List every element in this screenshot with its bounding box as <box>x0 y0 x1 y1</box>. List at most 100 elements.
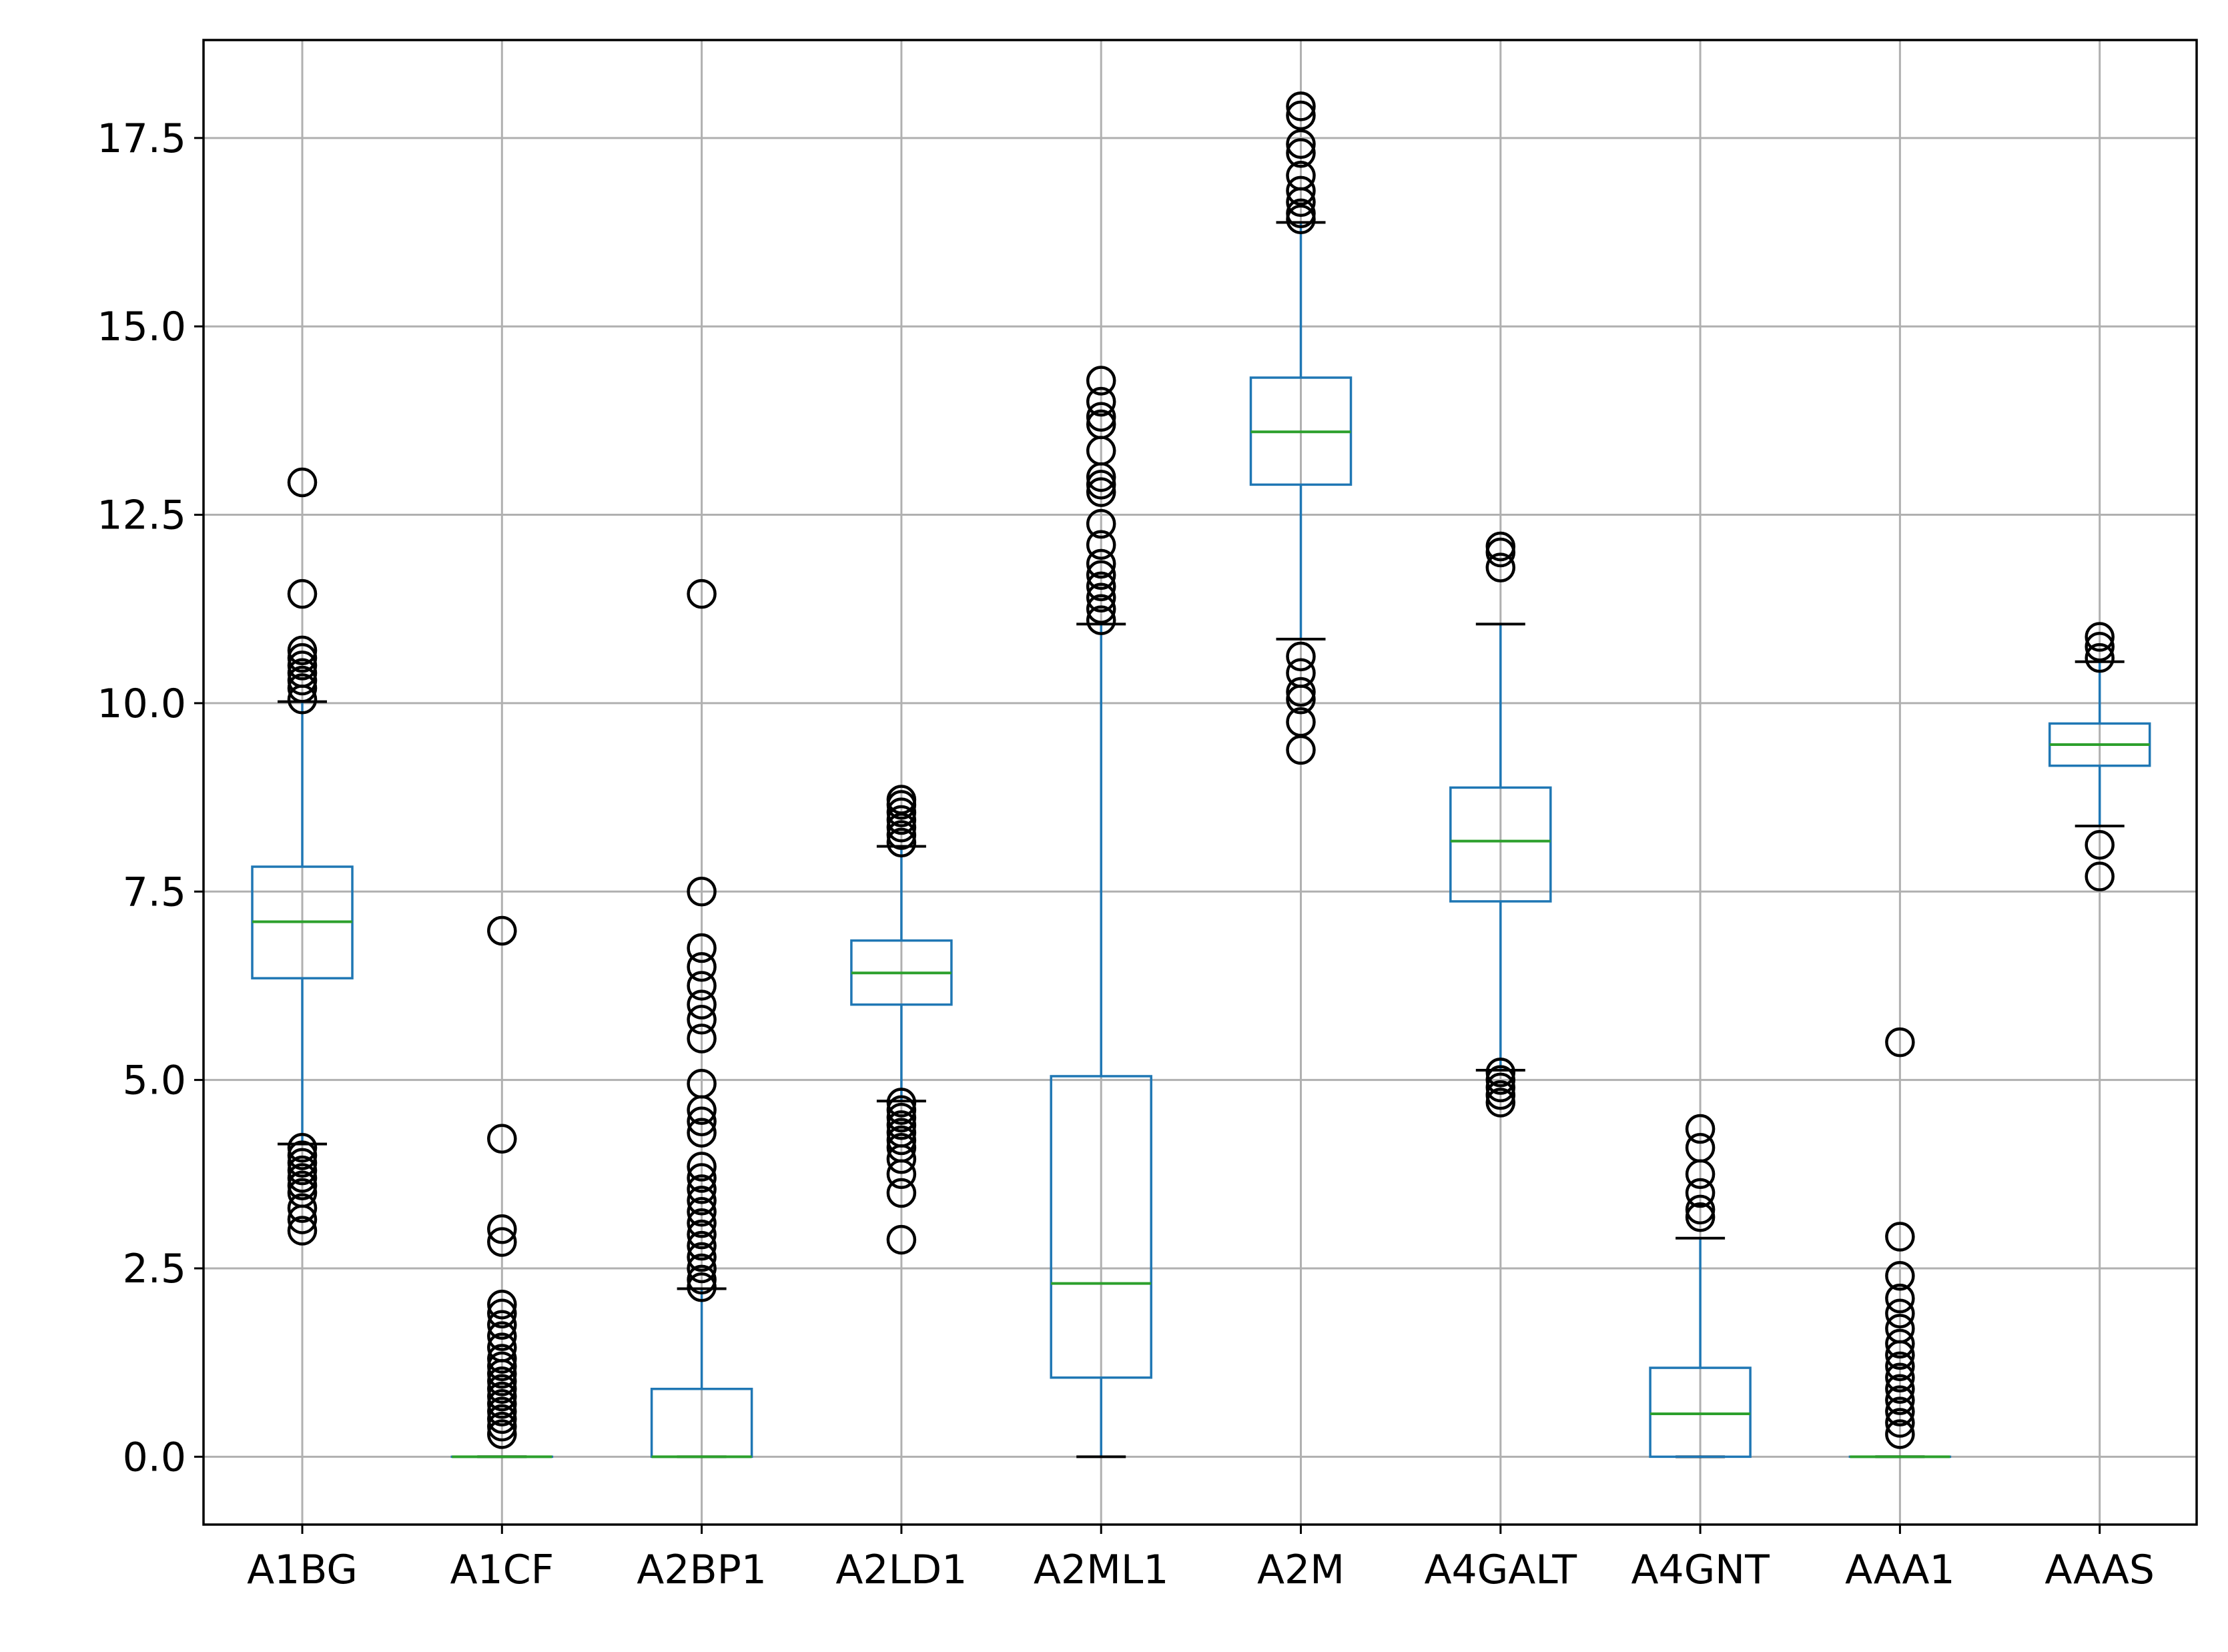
outlier-point <box>687 578 717 609</box>
outlier-point <box>886 1178 917 1208</box>
box <box>1050 1075 1152 1379</box>
outlier-point <box>687 1023 717 1054</box>
outlier-point <box>1086 470 1116 500</box>
outlier-point <box>1485 1072 1516 1103</box>
outlier-point <box>687 1197 717 1227</box>
outlier-point <box>1286 735 1316 765</box>
outlier-point <box>886 1159 917 1190</box>
x-tick-label: A4GNT <box>1631 1547 1770 1593</box>
outlier-point <box>1485 1088 1516 1118</box>
outlier-point <box>687 971 717 1001</box>
outlier-point <box>687 1272 717 1302</box>
outlier-point <box>287 1193 318 1223</box>
x-tick-label: A2LD1 <box>835 1547 967 1593</box>
outlier-point <box>687 1230 717 1261</box>
outlier-point <box>1885 1283 1915 1314</box>
outlier-point <box>287 673 318 703</box>
outlier-point <box>687 1208 717 1238</box>
outlier-point <box>287 685 318 715</box>
outlier-point <box>687 1005 717 1035</box>
outlier-point <box>1885 1340 1915 1370</box>
outlier-point <box>287 1170 318 1201</box>
outlier-point <box>1685 1178 1716 1208</box>
outlier-point <box>487 1321 517 1351</box>
outlier-point <box>687 877 717 907</box>
outlier-point <box>1286 138 1316 168</box>
outlier-point <box>886 827 917 858</box>
outlier-point <box>687 1264 717 1295</box>
outlier-point <box>1685 1202 1716 1232</box>
outlier-point <box>1086 402 1116 432</box>
x-tick-label: A1CF <box>450 1547 554 1593</box>
box-group-a2ld1 <box>850 785 953 1255</box>
outlier-point <box>1286 175 1316 206</box>
outlier-point <box>1086 462 1116 492</box>
outlier-point <box>487 1310 517 1340</box>
outlier-point <box>687 1253 717 1284</box>
outlier-point <box>2085 622 2115 652</box>
outlier-point <box>1086 508 1116 539</box>
outlier-point <box>1286 641 1316 672</box>
outlier-point <box>1485 537 1516 568</box>
box-group-a2ml1 <box>1050 366 1152 1459</box>
outlier-point <box>687 1163 717 1193</box>
outlier-point <box>487 1214 517 1244</box>
outlier-point <box>1485 1058 1516 1088</box>
outlier-point <box>1885 1261 1915 1291</box>
outlier-point <box>1685 1159 1716 1190</box>
outlier-point <box>1885 1374 1915 1404</box>
outlier-point <box>287 635 318 666</box>
x-tick-label: A2BP1 <box>637 1547 767 1593</box>
x-tick-label: A1BG <box>247 1547 358 1593</box>
box-group-aaa1 <box>1848 1027 1952 1459</box>
outlier-point <box>287 1133 318 1163</box>
y-axis: 0.0 2.5 5.0 7.5 10.0 12.5 15.0 17.5 <box>97 115 204 1481</box>
y-tick-label: 7.5 <box>123 869 186 915</box>
outlier-point <box>1885 1351 1915 1382</box>
outlier-point <box>1286 129 1316 159</box>
outlier-point <box>287 578 318 609</box>
outlier-point <box>1086 477 1116 507</box>
outlier-point <box>487 1411 517 1442</box>
outlier-point <box>487 1351 517 1382</box>
outlier-point <box>287 1216 318 1246</box>
outlier-point <box>1885 1419 1915 1449</box>
x-tick-label: A2ML1 <box>1034 1547 1169 1593</box>
outlier-point <box>287 643 318 673</box>
outlier-point <box>487 1344 517 1374</box>
outlier-point <box>287 1163 318 1193</box>
outlier-point <box>487 1298 517 1329</box>
y-tick-label: 12.5 <box>97 492 186 539</box>
box-group-a4gnt <box>1649 1114 1752 1459</box>
outlier-point <box>1485 1080 1516 1110</box>
x-tick-label: A2M <box>1257 1547 1345 1593</box>
outlier-point <box>1286 677 1316 707</box>
box <box>1649 1366 1752 1459</box>
outlier-point <box>487 1124 517 1154</box>
outlier-point <box>1086 560 1116 590</box>
outlier-point <box>1086 530 1116 560</box>
box-group-a1cf <box>450 915 554 1459</box>
outlier-point <box>2085 643 2115 673</box>
box-group-a1bg <box>251 467 354 1246</box>
outlier-point <box>687 933 717 963</box>
outlier-point <box>487 1289 517 1320</box>
outlier-point <box>487 1227 517 1257</box>
outlier-point <box>687 1095 717 1126</box>
outlier-point <box>1286 91 1316 121</box>
y-tick-label: 15.0 <box>97 304 186 350</box>
outlier-point <box>487 1374 517 1404</box>
outlier-point <box>1885 1027 1915 1058</box>
outlier-point <box>287 1140 318 1170</box>
outlier-point <box>1885 1222 1915 1252</box>
outlier-point <box>1485 552 1516 582</box>
outlier-point <box>687 1219 717 1250</box>
outlier-point <box>886 1125 917 1156</box>
y-tick-label: 5.0 <box>123 1058 186 1104</box>
outlier-point <box>1086 386 1116 417</box>
outlier-point <box>1286 204 1316 235</box>
outlier-point <box>687 951 717 982</box>
outlier-point <box>487 1396 517 1426</box>
outlier-point <box>287 467 318 498</box>
outlier-point <box>886 1095 917 1126</box>
